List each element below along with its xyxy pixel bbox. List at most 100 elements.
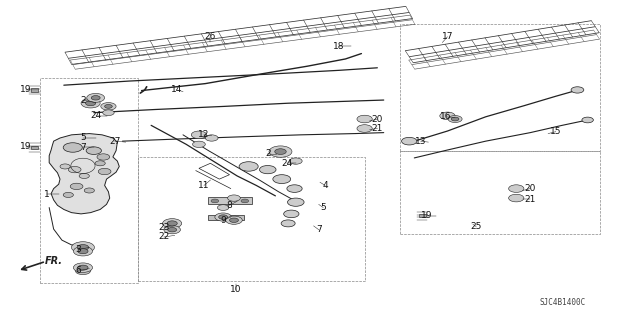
Circle shape (451, 117, 459, 121)
Circle shape (99, 168, 111, 175)
Text: 7: 7 (80, 143, 86, 152)
Text: 13: 13 (415, 137, 426, 146)
Text: 15: 15 (550, 127, 561, 136)
Circle shape (95, 161, 105, 166)
Text: 3: 3 (75, 245, 81, 254)
Text: 19: 19 (421, 211, 433, 220)
Circle shape (72, 242, 95, 253)
Text: 2: 2 (265, 149, 271, 158)
Text: 10: 10 (230, 285, 242, 294)
Circle shape (102, 110, 114, 115)
Circle shape (100, 103, 116, 110)
Circle shape (509, 194, 524, 202)
Circle shape (86, 147, 101, 154)
Circle shape (193, 141, 205, 147)
Text: 24: 24 (90, 111, 101, 120)
Circle shape (70, 183, 83, 189)
Text: 27: 27 (109, 137, 120, 146)
Text: 26: 26 (205, 32, 216, 41)
Text: 23: 23 (158, 223, 170, 232)
Circle shape (63, 192, 74, 197)
Text: FR.: FR. (45, 256, 63, 266)
Text: 22: 22 (158, 233, 170, 241)
Circle shape (215, 213, 232, 221)
Circle shape (509, 185, 524, 192)
Bar (419, 214, 426, 217)
Text: 4: 4 (323, 181, 328, 190)
Circle shape (97, 154, 109, 160)
Text: 21: 21 (525, 195, 536, 204)
Circle shape (74, 263, 93, 272)
Circle shape (273, 175, 291, 183)
Polygon shape (49, 134, 119, 214)
Circle shape (68, 167, 81, 173)
Circle shape (287, 185, 302, 192)
Circle shape (357, 125, 372, 132)
Text: 19: 19 (20, 85, 31, 94)
Circle shape (259, 166, 276, 174)
Circle shape (78, 265, 88, 270)
Circle shape (77, 245, 89, 250)
Circle shape (81, 99, 100, 108)
Bar (209, 197, 252, 204)
Text: 20: 20 (525, 184, 536, 193)
Circle shape (78, 249, 88, 254)
Text: 5: 5 (80, 133, 86, 143)
Circle shape (269, 146, 292, 157)
Bar (31, 88, 38, 92)
Circle shape (226, 216, 243, 224)
Circle shape (275, 149, 286, 154)
Circle shape (241, 199, 248, 203)
Bar (31, 146, 38, 149)
Text: 11: 11 (198, 181, 210, 190)
Circle shape (74, 247, 93, 256)
Circle shape (76, 267, 91, 275)
Bar (209, 214, 244, 220)
Circle shape (164, 226, 180, 234)
Circle shape (440, 112, 455, 120)
Text: 25: 25 (470, 222, 482, 231)
Circle shape (191, 131, 207, 139)
Text: 19: 19 (20, 142, 31, 151)
Circle shape (284, 210, 299, 218)
Circle shape (167, 221, 177, 226)
Circle shape (168, 227, 177, 232)
Circle shape (239, 162, 258, 171)
Circle shape (87, 93, 104, 102)
Circle shape (289, 158, 302, 164)
Text: 21: 21 (372, 124, 383, 133)
Circle shape (92, 96, 100, 100)
Circle shape (86, 101, 96, 106)
Circle shape (228, 195, 241, 201)
Circle shape (63, 143, 83, 152)
Circle shape (287, 198, 304, 206)
Circle shape (230, 218, 239, 222)
Text: 20: 20 (372, 115, 383, 123)
Circle shape (163, 219, 182, 228)
Circle shape (218, 205, 229, 211)
Circle shape (571, 87, 584, 93)
Circle shape (79, 174, 90, 178)
Circle shape (84, 188, 95, 193)
Text: 14: 14 (171, 85, 182, 94)
Text: 5: 5 (320, 203, 326, 212)
Circle shape (205, 135, 218, 141)
Circle shape (401, 137, 417, 145)
Text: 8: 8 (227, 201, 232, 210)
Circle shape (357, 115, 372, 123)
Circle shape (448, 115, 462, 122)
Text: SJC4B1400C: SJC4B1400C (539, 298, 585, 307)
Circle shape (281, 220, 295, 227)
Text: 2: 2 (80, 96, 86, 105)
Circle shape (60, 164, 70, 169)
Text: 18: 18 (333, 42, 345, 51)
Text: 24: 24 (281, 159, 292, 168)
Text: 6: 6 (75, 266, 81, 275)
Text: 1: 1 (44, 190, 50, 199)
Circle shape (211, 199, 219, 203)
Circle shape (582, 117, 593, 123)
Text: 7: 7 (316, 225, 322, 234)
Circle shape (219, 215, 228, 219)
Text: 9: 9 (220, 216, 226, 225)
Text: 16: 16 (440, 112, 452, 121)
